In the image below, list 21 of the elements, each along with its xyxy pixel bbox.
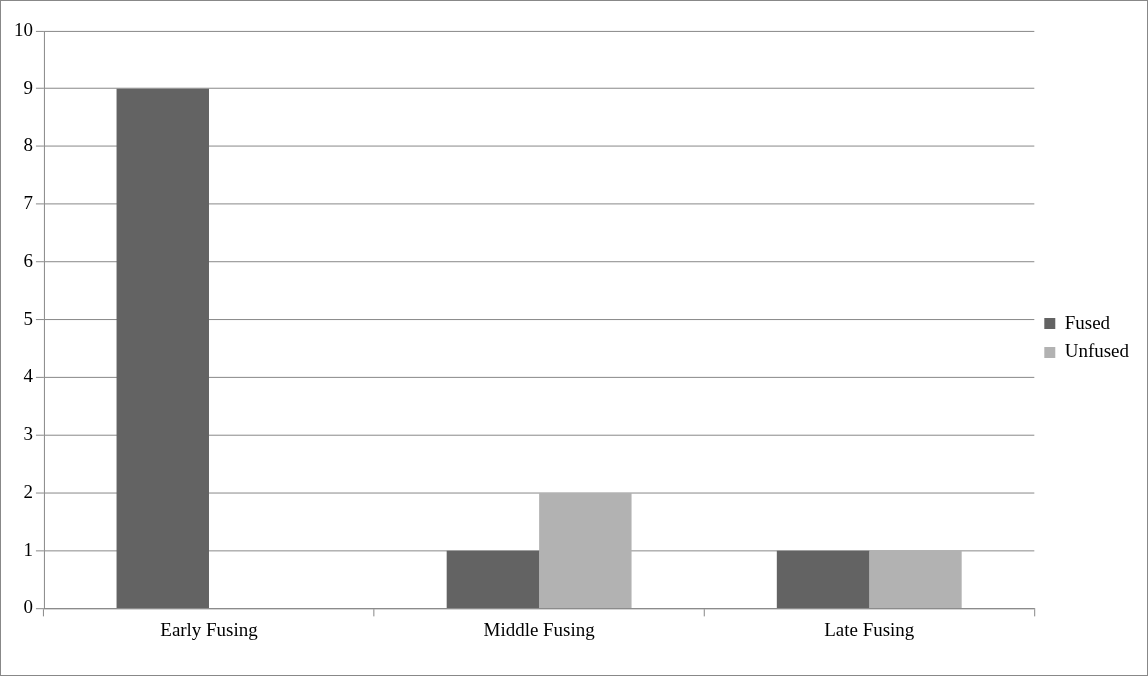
y-tick-label: 8 (23, 134, 33, 156)
y-tick-label: 3 (23, 423, 33, 445)
bar (116, 88, 209, 608)
y-tick-label: 4 (23, 365, 34, 387)
bar (776, 550, 870, 608)
y-tick-label: 7 (23, 192, 33, 214)
legend-label: Fused (1064, 311, 1111, 333)
bar (446, 550, 540, 608)
x-tick-label: Late Fusing (824, 618, 915, 640)
x-tick-label: Middle Fusing (483, 618, 596, 640)
y-tick-label: 5 (23, 307, 33, 329)
x-tick-label: Early Fusing (160, 618, 259, 640)
y-tick-label: 6 (23, 249, 33, 271)
legend-label: Unfused (1064, 340, 1130, 362)
y-tick-label: 1 (23, 538, 33, 560)
y-tick-label: 2 (23, 480, 33, 502)
bar (539, 492, 632, 608)
y-tick-label: 0 (23, 596, 33, 618)
bar (869, 550, 962, 608)
y-tick-label: 10 (14, 18, 33, 40)
y-tick-label: 9 (23, 76, 33, 98)
